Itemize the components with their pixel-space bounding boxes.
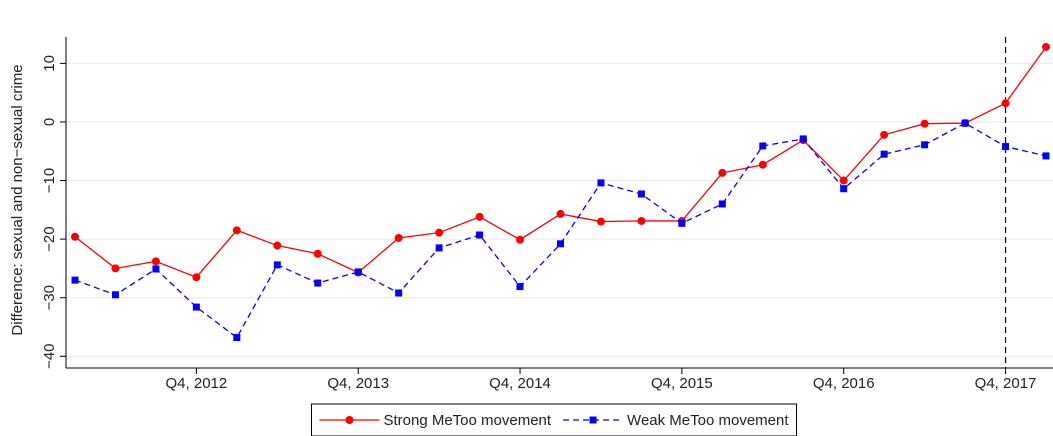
point (880, 150, 888, 158)
legend-marker (345, 416, 354, 424)
point (232, 226, 241, 235)
y-tick-label: −20 (41, 226, 58, 251)
legend: Strong MeToo movement Weak MeToo movement (310, 403, 798, 436)
legend-box (310, 403, 798, 436)
point (1002, 143, 1010, 151)
point (839, 176, 848, 185)
point (152, 265, 160, 273)
legend-marker (589, 416, 597, 424)
point (516, 283, 524, 291)
x-tick-label: Q4, 2014 (489, 375, 551, 392)
x-tick-label: Q4, 2015 (651, 375, 713, 392)
point (758, 160, 767, 169)
point (961, 119, 969, 127)
point (516, 235, 525, 244)
legend-item: Strong MeToo movement (319, 412, 552, 429)
y-tick-label: −10 (41, 168, 58, 193)
y-axis-label: Difference: sexual and non−sexual crime (9, 64, 26, 335)
point (273, 241, 282, 250)
point (71, 276, 79, 284)
point (233, 334, 241, 342)
point (556, 209, 565, 218)
point (799, 135, 807, 143)
point (192, 303, 200, 311)
point (678, 219, 686, 227)
point (880, 130, 889, 139)
point (1042, 152, 1050, 160)
y-tick-label: −30 (41, 285, 58, 310)
point (476, 231, 484, 239)
x-tick-label: Q4, 2013 (327, 375, 389, 392)
point (759, 142, 767, 150)
point (1001, 99, 1010, 108)
point (1042, 42, 1050, 51)
x-tick-label: Q4, 2012 (166, 375, 228, 392)
legend-label: Strong MeToo movement (383, 412, 551, 429)
legend-label: Weak MeToo movement (627, 412, 789, 429)
x-tick-label: Q4, 2016 (813, 375, 875, 392)
point (273, 261, 281, 269)
point (597, 179, 605, 187)
point (71, 232, 79, 241)
point (637, 216, 646, 225)
point (435, 228, 444, 237)
point (557, 240, 564, 248)
point (192, 273, 201, 282)
point (395, 289, 403, 297)
y-tick-label: 10 (41, 55, 58, 72)
point (718, 168, 727, 177)
x-tick-label: Q4, 2017 (975, 375, 1037, 392)
y-tick-label: 0 (41, 118, 58, 126)
point (435, 244, 443, 252)
point (151, 257, 160, 266)
point (475, 212, 484, 221)
point (314, 279, 322, 287)
point (920, 119, 929, 128)
point (394, 233, 403, 242)
legend-item: Weak MeToo movement (563, 412, 789, 429)
point (111, 291, 119, 299)
series-line (74, 122, 1047, 339)
point (596, 217, 605, 226)
point (313, 249, 322, 258)
point (840, 185, 848, 193)
point (718, 200, 726, 208)
point (921, 141, 929, 149)
point (637, 190, 645, 198)
y-tick-label: −40 (41, 344, 58, 369)
point (354, 268, 362, 276)
point (111, 264, 120, 273)
